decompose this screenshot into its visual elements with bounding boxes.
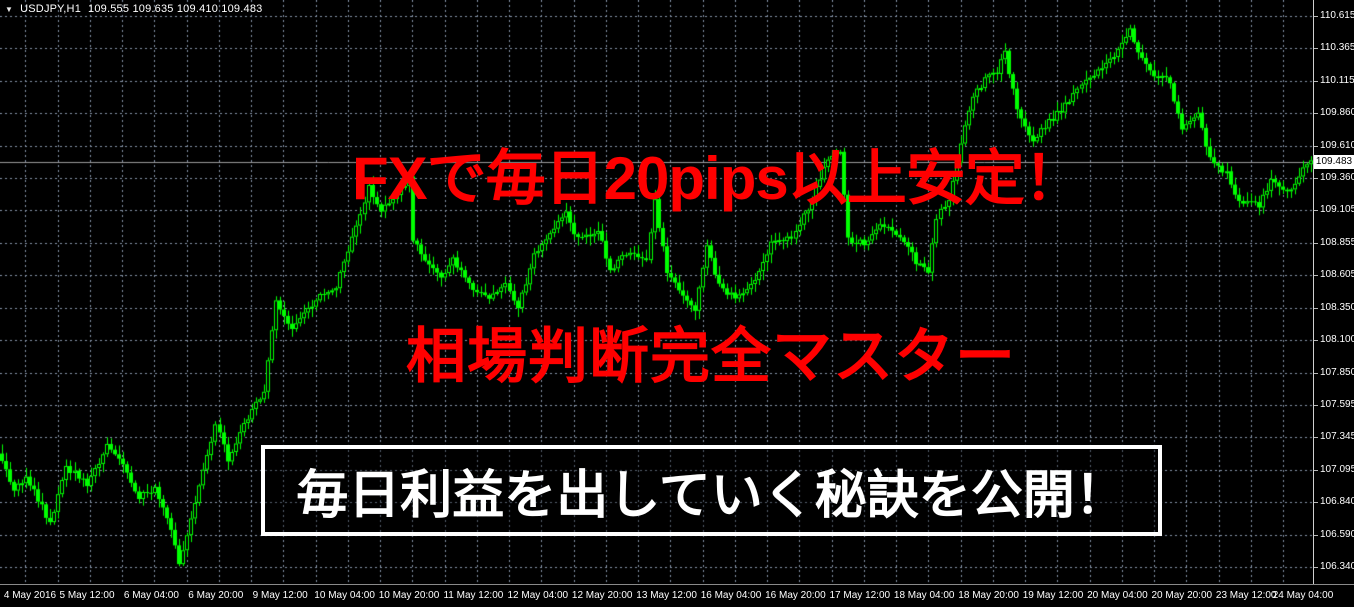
price-axis-label: 107.850	[1320, 366, 1354, 378]
price-axis-tick	[1314, 502, 1318, 504]
overlay-boxed-text: 毎日利益を出していく秘訣を公開！	[296, 467, 1127, 525]
time-axis-label: 20 May 20:00	[1151, 590, 1213, 601]
price-axis-tick	[1314, 178, 1318, 180]
price-axis-tick	[1314, 372, 1318, 374]
price-axis-label: 106.590	[1320, 528, 1354, 540]
price-axis-tick	[1314, 48, 1318, 50]
price-axis-tick	[1314, 437, 1318, 439]
symbol-dropdown-icon[interactable]: ▼	[5, 4, 14, 14]
time-axis-label: 10 May 04:00	[314, 590, 375, 601]
price-axis-label: 108.855	[1320, 236, 1354, 248]
price-axis-tick	[1314, 307, 1318, 309]
price-axis[interactable]: 110.615 110.365 110.115 109.860 109.610 109.3…	[1313, 0, 1354, 584]
ohlc-values: 109.555 109.635 109.410 109.483	[88, 3, 263, 15]
candlestick-chart-canvas[interactable]	[0, 0, 1313, 584]
time-axis-label: 6 May 20:00	[188, 590, 244, 601]
time-axis-label: 16 May 04:00	[700, 590, 762, 601]
time-axis-label: 20 May 04:00	[1087, 590, 1148, 601]
overlay-headline-2: 相場判断完全マスター	[406, 323, 1016, 390]
symbol-info-bar: ▼ USDJPY,H1 109.555 109.635 109.410 109.…	[5, 3, 262, 15]
time-axis[interactable]: 4 May 2016 5 May 12:00 6 May 04:00 6 May 20…	[0, 584, 1354, 607]
price-axis-label: 110.615	[1320, 10, 1354, 21]
time-axis-label: 13 May 12:00	[636, 590, 697, 601]
price-axis-label: 109.105	[1320, 204, 1354, 216]
price-axis-tick	[1314, 404, 1318, 406]
time-axis-label: 10 May 20:00	[378, 590, 440, 601]
price-axis-tick	[1314, 275, 1318, 277]
price-axis-tick	[1314, 469, 1318, 471]
price-axis-tick	[1314, 534, 1318, 536]
price-axis-label: 106.840	[1320, 496, 1354, 508]
time-axis-label: 17 May 12:00	[829, 590, 891, 601]
price-axis-label: 109.610	[1320, 139, 1354, 151]
price-axis-tick	[1314, 242, 1318, 244]
time-axis-label: 12 May 20:00	[571, 590, 633, 601]
time-axis-label: 18 May 20:00	[958, 590, 1019, 601]
symbol-label: USDJPY,H1	[20, 3, 82, 15]
time-axis-label: 4 May 2016	[3, 590, 57, 601]
price-axis-tick	[1314, 80, 1318, 82]
price-axis-label: 110.115	[1320, 74, 1354, 86]
price-axis-tick	[1314, 567, 1318, 568]
overlay-boxed-caption: 毎日利益を出していく秘訣を公開！	[261, 445, 1162, 536]
price-axis-label: 109.860	[1320, 107, 1354, 119]
time-axis-label: 6 May 04:00	[123, 590, 179, 601]
price-axis-label: 108.350	[1320, 301, 1354, 313]
price-axis-label: 106.340	[1320, 561, 1354, 572]
price-axis-label: 110.365	[1320, 42, 1354, 54]
time-axis-label: 11 May 12:00	[443, 590, 504, 601]
price-axis-label: 107.345	[1320, 431, 1354, 443]
time-axis-label: 16 May 20:00	[765, 590, 826, 601]
time-axis-label: 23 May 12:00	[1215, 590, 1277, 601]
price-axis-tick	[1314, 145, 1318, 147]
time-axis-label: 18 May 04:00	[893, 590, 955, 601]
price-axis-tick	[1314, 113, 1318, 115]
time-axis-label: 5 May 12:00	[59, 590, 115, 601]
price-axis-label: 107.595	[1320, 398, 1354, 410]
time-axis-label: 9 May 12:00	[252, 590, 308, 601]
time-axis-label: 12 May 04:00	[507, 590, 569, 601]
time-axis-label: 19 May 12:00	[1022, 590, 1084, 601]
price-axis-label: 107.095	[1320, 463, 1354, 475]
price-axis-tick	[1314, 210, 1318, 212]
time-axis-label: 24 May 04:00	[1272, 590, 1334, 601]
price-axis-tick	[1314, 16, 1318, 17]
price-axis-label: 108.100	[1320, 334, 1354, 346]
current-price-tag: 109.483	[1314, 154, 1354, 169]
price-axis-label: 108.605	[1320, 269, 1354, 281]
overlay-headline-1: FXで毎日20pips以上安定！	[352, 145, 1084, 212]
price-axis-tick	[1314, 340, 1318, 342]
price-axis-label: 109.360	[1320, 172, 1354, 184]
